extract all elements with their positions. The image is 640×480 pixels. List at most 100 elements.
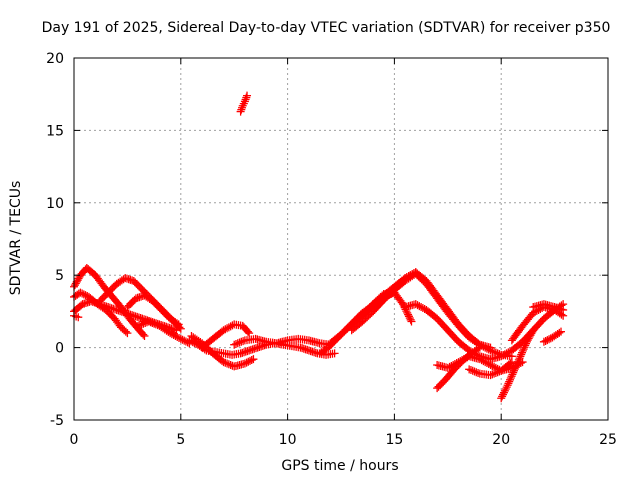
data-point <box>151 320 160 329</box>
y-axis-label: SDTVAR / TECUs <box>8 181 24 296</box>
x-tick-label: 25 <box>599 432 617 448</box>
plot-frame <box>73 57 609 421</box>
data-point <box>230 340 239 349</box>
data-point <box>235 338 244 347</box>
series-arc-10 <box>198 320 254 352</box>
data-point <box>249 355 258 364</box>
data-point <box>500 350 509 359</box>
data-point <box>236 107 245 116</box>
data-point <box>559 305 568 314</box>
x-axis-ticks: 0 5 10 15 20 25 <box>70 58 617 448</box>
data-point <box>240 97 249 106</box>
data-point <box>407 317 416 326</box>
data-point <box>404 310 413 319</box>
data-point <box>445 362 454 371</box>
data-point <box>506 359 515 368</box>
series-arc-20 <box>433 343 484 393</box>
y-axis-ticks: -5 0 5 10 15 20 <box>46 51 608 429</box>
data-point <box>488 370 497 379</box>
data-point <box>150 319 159 328</box>
data-point <box>241 95 250 104</box>
data-point <box>224 323 233 332</box>
data-point <box>529 326 538 335</box>
data-point <box>406 315 415 324</box>
data-point <box>508 370 517 379</box>
data-point <box>515 354 524 363</box>
data-point <box>545 335 554 344</box>
data-point <box>175 333 184 342</box>
data-point <box>171 332 180 341</box>
data-point <box>413 301 422 310</box>
data-point <box>167 330 176 339</box>
data-point <box>247 356 256 365</box>
data-point <box>493 368 502 377</box>
data-point <box>137 320 146 329</box>
data-point <box>123 329 132 338</box>
data-point <box>74 313 83 322</box>
data-point <box>486 360 495 369</box>
data-point <box>178 335 187 344</box>
data-point <box>516 352 525 361</box>
y-tick-label: 20 <box>46 51 64 67</box>
data-point <box>443 363 452 372</box>
series-arc-17 <box>369 269 495 352</box>
data-point <box>242 358 251 367</box>
data-point <box>472 368 481 377</box>
data-point <box>231 339 240 348</box>
data-point <box>499 388 508 397</box>
series-arc-21 <box>465 358 516 380</box>
data-point <box>468 366 477 375</box>
data-point <box>135 321 144 330</box>
data-point <box>79 290 88 299</box>
data-point <box>415 302 424 311</box>
data-point <box>506 374 515 383</box>
data-point <box>503 381 512 390</box>
data-point <box>491 368 500 377</box>
data-point <box>226 322 235 331</box>
x-tick-label: 20 <box>492 432 510 448</box>
data-point <box>521 341 530 350</box>
data-point <box>219 358 228 367</box>
data-point <box>513 359 522 368</box>
data-point <box>134 321 143 330</box>
data-point <box>488 361 497 370</box>
data-point <box>484 360 493 369</box>
data-point <box>121 327 130 336</box>
data-point <box>140 332 149 341</box>
data-point <box>504 348 513 357</box>
data-point <box>497 352 506 361</box>
data-point <box>504 379 513 388</box>
data-point <box>488 347 497 356</box>
data-point <box>411 300 420 309</box>
data-point <box>153 321 162 330</box>
data-point <box>507 372 516 381</box>
chart-title: Day 191 of 2025, Sidereal Day-to-day VTE… <box>42 20 611 36</box>
series-arc-25 <box>539 327 566 346</box>
data-point <box>223 324 232 333</box>
data-point <box>404 312 413 321</box>
series-arc-23 <box>507 303 568 345</box>
data-point <box>76 288 85 297</box>
x-axis-label: GPS time / hours <box>281 458 398 474</box>
data-point <box>499 390 508 399</box>
x-tick-label: 0 <box>70 432 79 448</box>
data-point <box>240 359 249 368</box>
data-point <box>176 334 185 343</box>
data-point <box>139 319 148 328</box>
data-point <box>475 343 484 352</box>
data-point <box>237 105 246 114</box>
series-arc-1 <box>70 263 149 341</box>
data-point <box>166 329 175 338</box>
data-point <box>221 358 230 367</box>
data-point <box>477 356 486 365</box>
data-point <box>543 336 552 345</box>
data-point <box>502 349 511 358</box>
data-points <box>70 91 568 403</box>
data-point <box>490 362 499 371</box>
data-point <box>517 350 526 359</box>
data-point <box>244 357 253 366</box>
y-tick-label: 10 <box>46 196 64 212</box>
data-point <box>518 346 527 355</box>
data-point <box>174 320 183 329</box>
